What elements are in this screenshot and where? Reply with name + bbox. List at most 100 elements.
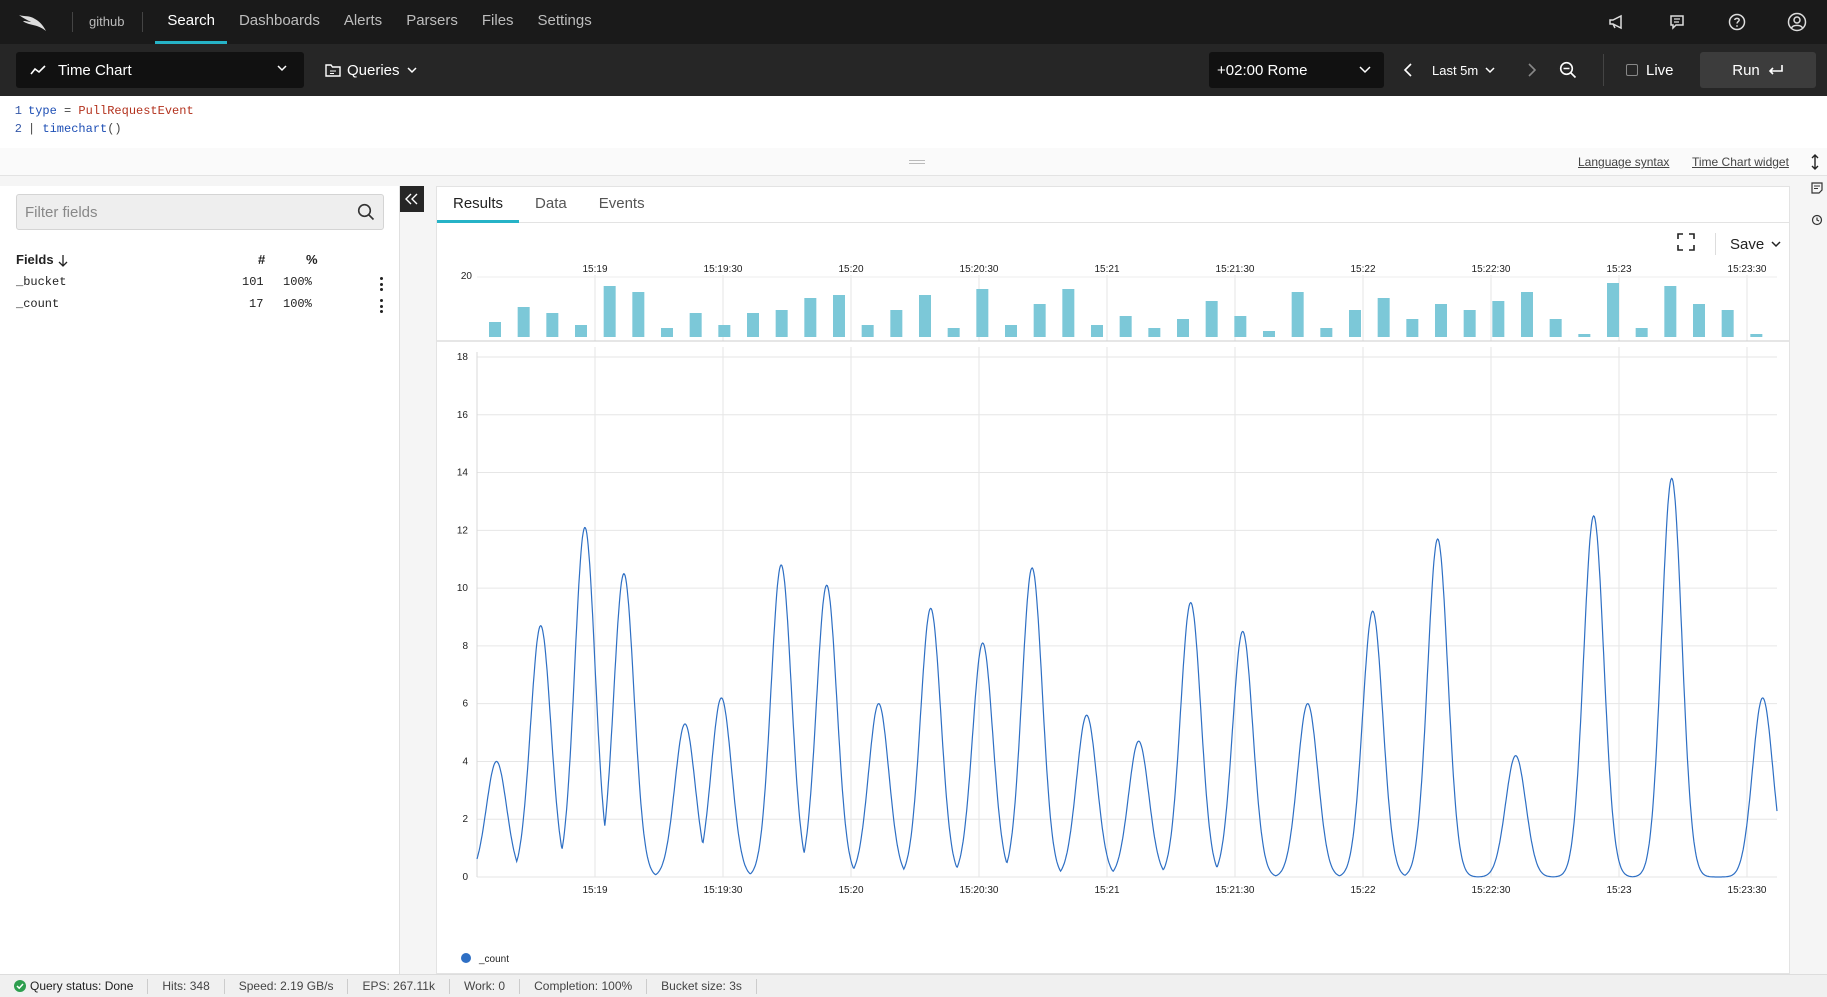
overview-bar[interactable]	[575, 325, 587, 337]
overview-bar[interactable]	[1578, 334, 1591, 337]
save-button[interactable]: Save	[1715, 233, 1782, 255]
overview-bar[interactable]	[1664, 286, 1677, 337]
language-syntax-link[interactable]: Language syntax	[1578, 155, 1670, 169]
top-nav: github Search Dashboards Alerts Parsers …	[0, 0, 1827, 44]
speed-stat: Speed: 2.19 GB/s	[225, 978, 349, 994]
zoom-out-button[interactable]	[1556, 52, 1580, 88]
overview-bar[interactable]	[1320, 328, 1333, 337]
live-toggle[interactable]: Live	[1626, 52, 1674, 88]
overview-bar[interactable]	[1291, 292, 1304, 337]
field-row[interactable]: _count 17 100%	[16, 297, 386, 317]
overview-bar[interactable]	[890, 310, 903, 337]
repository-name[interactable]: github	[72, 12, 144, 32]
help-icon[interactable]	[1707, 13, 1767, 31]
overview-bar[interactable]	[661, 328, 673, 337]
fullscreen-icon[interactable]	[1677, 233, 1695, 251]
overview-bar[interactable]	[976, 289, 989, 337]
overview-bar[interactable]	[1693, 304, 1705, 337]
query-editor[interactable]: 1 type = PullRequestEvent 2 | timechart()	[0, 96, 1827, 148]
chevron-down-icon	[277, 65, 287, 72]
live-checkbox[interactable]	[1626, 64, 1638, 76]
message-icon[interactable]	[1647, 14, 1707, 30]
nav-settings[interactable]: Settings	[537, 12, 592, 29]
overview-bar[interactable]	[747, 313, 759, 337]
overview-bar[interactable]	[489, 322, 501, 337]
overview-bar[interactable]	[1033, 304, 1046, 337]
visualization-select[interactable]: Time Chart	[16, 52, 304, 88]
overview-x-tick-label: 15:23	[1606, 264, 1631, 275]
x-axis: 15:19 15:19:30 15:20 15:20:30 15:21 15:21:30 1…	[582, 885, 1766, 896]
overview-bar[interactable]	[1607, 283, 1619, 337]
overview-bar[interactable]	[1521, 292, 1533, 337]
nav-files[interactable]: Files	[481, 12, 514, 29]
overview-bar[interactable]	[1463, 310, 1476, 337]
overview-bar[interactable]	[632, 292, 645, 337]
overview-bar[interactable]	[1349, 310, 1361, 337]
time-chart-widget-link[interactable]: Time Chart widget	[1692, 155, 1789, 169]
tab-results[interactable]: Results	[437, 187, 520, 223]
overview-bar[interactable]	[1435, 304, 1447, 337]
field-row[interactable]: _bucket 101 100%	[16, 275, 386, 295]
overview-bar[interactable]	[1205, 301, 1218, 337]
sort-down-icon[interactable]	[58, 254, 68, 267]
count-column-header: #	[258, 252, 266, 267]
timezone-select[interactable]: +02:00 Rome	[1209, 52, 1384, 88]
nav-dashboards[interactable]: Dashboards	[238, 12, 320, 29]
overview-bar[interactable]	[861, 325, 874, 337]
falcon-logo-icon[interactable]	[14, 7, 50, 37]
overview-bar[interactable]	[718, 325, 731, 337]
overview-bar[interactable]	[775, 310, 788, 337]
overview-bar[interactable]	[1549, 319, 1562, 337]
overview-bar[interactable]	[603, 286, 616, 337]
overview-bar[interactable]	[1263, 331, 1275, 337]
field-menu-icon[interactable]	[379, 299, 383, 313]
overview-bar[interactable]	[1234, 316, 1247, 337]
overview-bar[interactable]	[1148, 328, 1161, 337]
overview-bar[interactable]	[804, 298, 817, 337]
overview-bar[interactable]	[546, 313, 559, 337]
overview-bar[interactable]	[1062, 289, 1075, 337]
overview-bar[interactable]	[517, 307, 530, 337]
overview-bar[interactable]	[833, 295, 845, 337]
user-avatar-icon[interactable]	[1767, 12, 1827, 32]
overview-bar[interactable]	[1091, 325, 1103, 337]
run-button[interactable]: Run	[1700, 52, 1816, 88]
tab-events[interactable]: Events	[598, 195, 645, 212]
legend-label[interactable]: _count	[478, 954, 509, 965]
previous-range-button[interactable]	[1396, 52, 1420, 88]
vertical-resize-icon[interactable]	[1810, 154, 1820, 170]
nav-search[interactable]: Search	[155, 0, 227, 44]
overview-bar[interactable]	[1377, 298, 1390, 337]
overview-bar[interactable]	[1406, 319, 1419, 337]
filter-fields-input[interactable]: Filter fields	[16, 194, 384, 230]
time-chart[interactable]: 15:19 15:19:30 15:20 15:20:30 15:21 15:21:30 1…	[437, 187, 1789, 973]
overview-histogram[interactable]: 15:19 15:19:30 15:20 15:20:30 15:21 15:21:30 1…	[461, 264, 1777, 341]
editor-resize-handle[interactable]	[909, 160, 925, 164]
nav-alerts[interactable]: Alerts	[343, 12, 383, 29]
field-name[interactable]: _bucket	[16, 275, 67, 289]
next-range-button[interactable]	[1520, 52, 1544, 88]
overview-bar[interactable]	[1635, 328, 1648, 337]
megaphone-icon[interactable]	[1587, 14, 1647, 30]
nav-parsers[interactable]: Parsers	[406, 12, 458, 29]
tab-data[interactable]: Data	[535, 195, 567, 212]
overview-bar[interactable]	[947, 328, 960, 337]
collapse-sidebar-button[interactable]	[400, 186, 424, 212]
overview-bar[interactable]	[1177, 319, 1189, 337]
overview-bar[interactable]	[1721, 310, 1734, 337]
overview-bar[interactable]	[1005, 325, 1017, 337]
history-icon[interactable]	[1811, 214, 1823, 226]
overview-bar[interactable]	[1119, 316, 1132, 337]
overview-bar[interactable]	[1492, 301, 1505, 337]
field-menu-icon[interactable]	[379, 277, 383, 291]
time-range-select[interactable]: Last 5m	[1432, 52, 1496, 88]
queries-button[interactable]: Queries	[325, 52, 418, 88]
series-count-line[interactable]	[476, 477, 1778, 878]
field-name[interactable]: _count	[16, 297, 60, 311]
overview-bar[interactable]	[919, 295, 931, 337]
fields-column-header[interactable]: Fields	[16, 252, 54, 267]
overview-bar[interactable]	[689, 313, 702, 337]
query-line-1: 1 type = PullRequestEvent	[0, 102, 194, 120]
notes-icon[interactable]	[1811, 182, 1823, 194]
overview-bar[interactable]	[1750, 334, 1763, 337]
